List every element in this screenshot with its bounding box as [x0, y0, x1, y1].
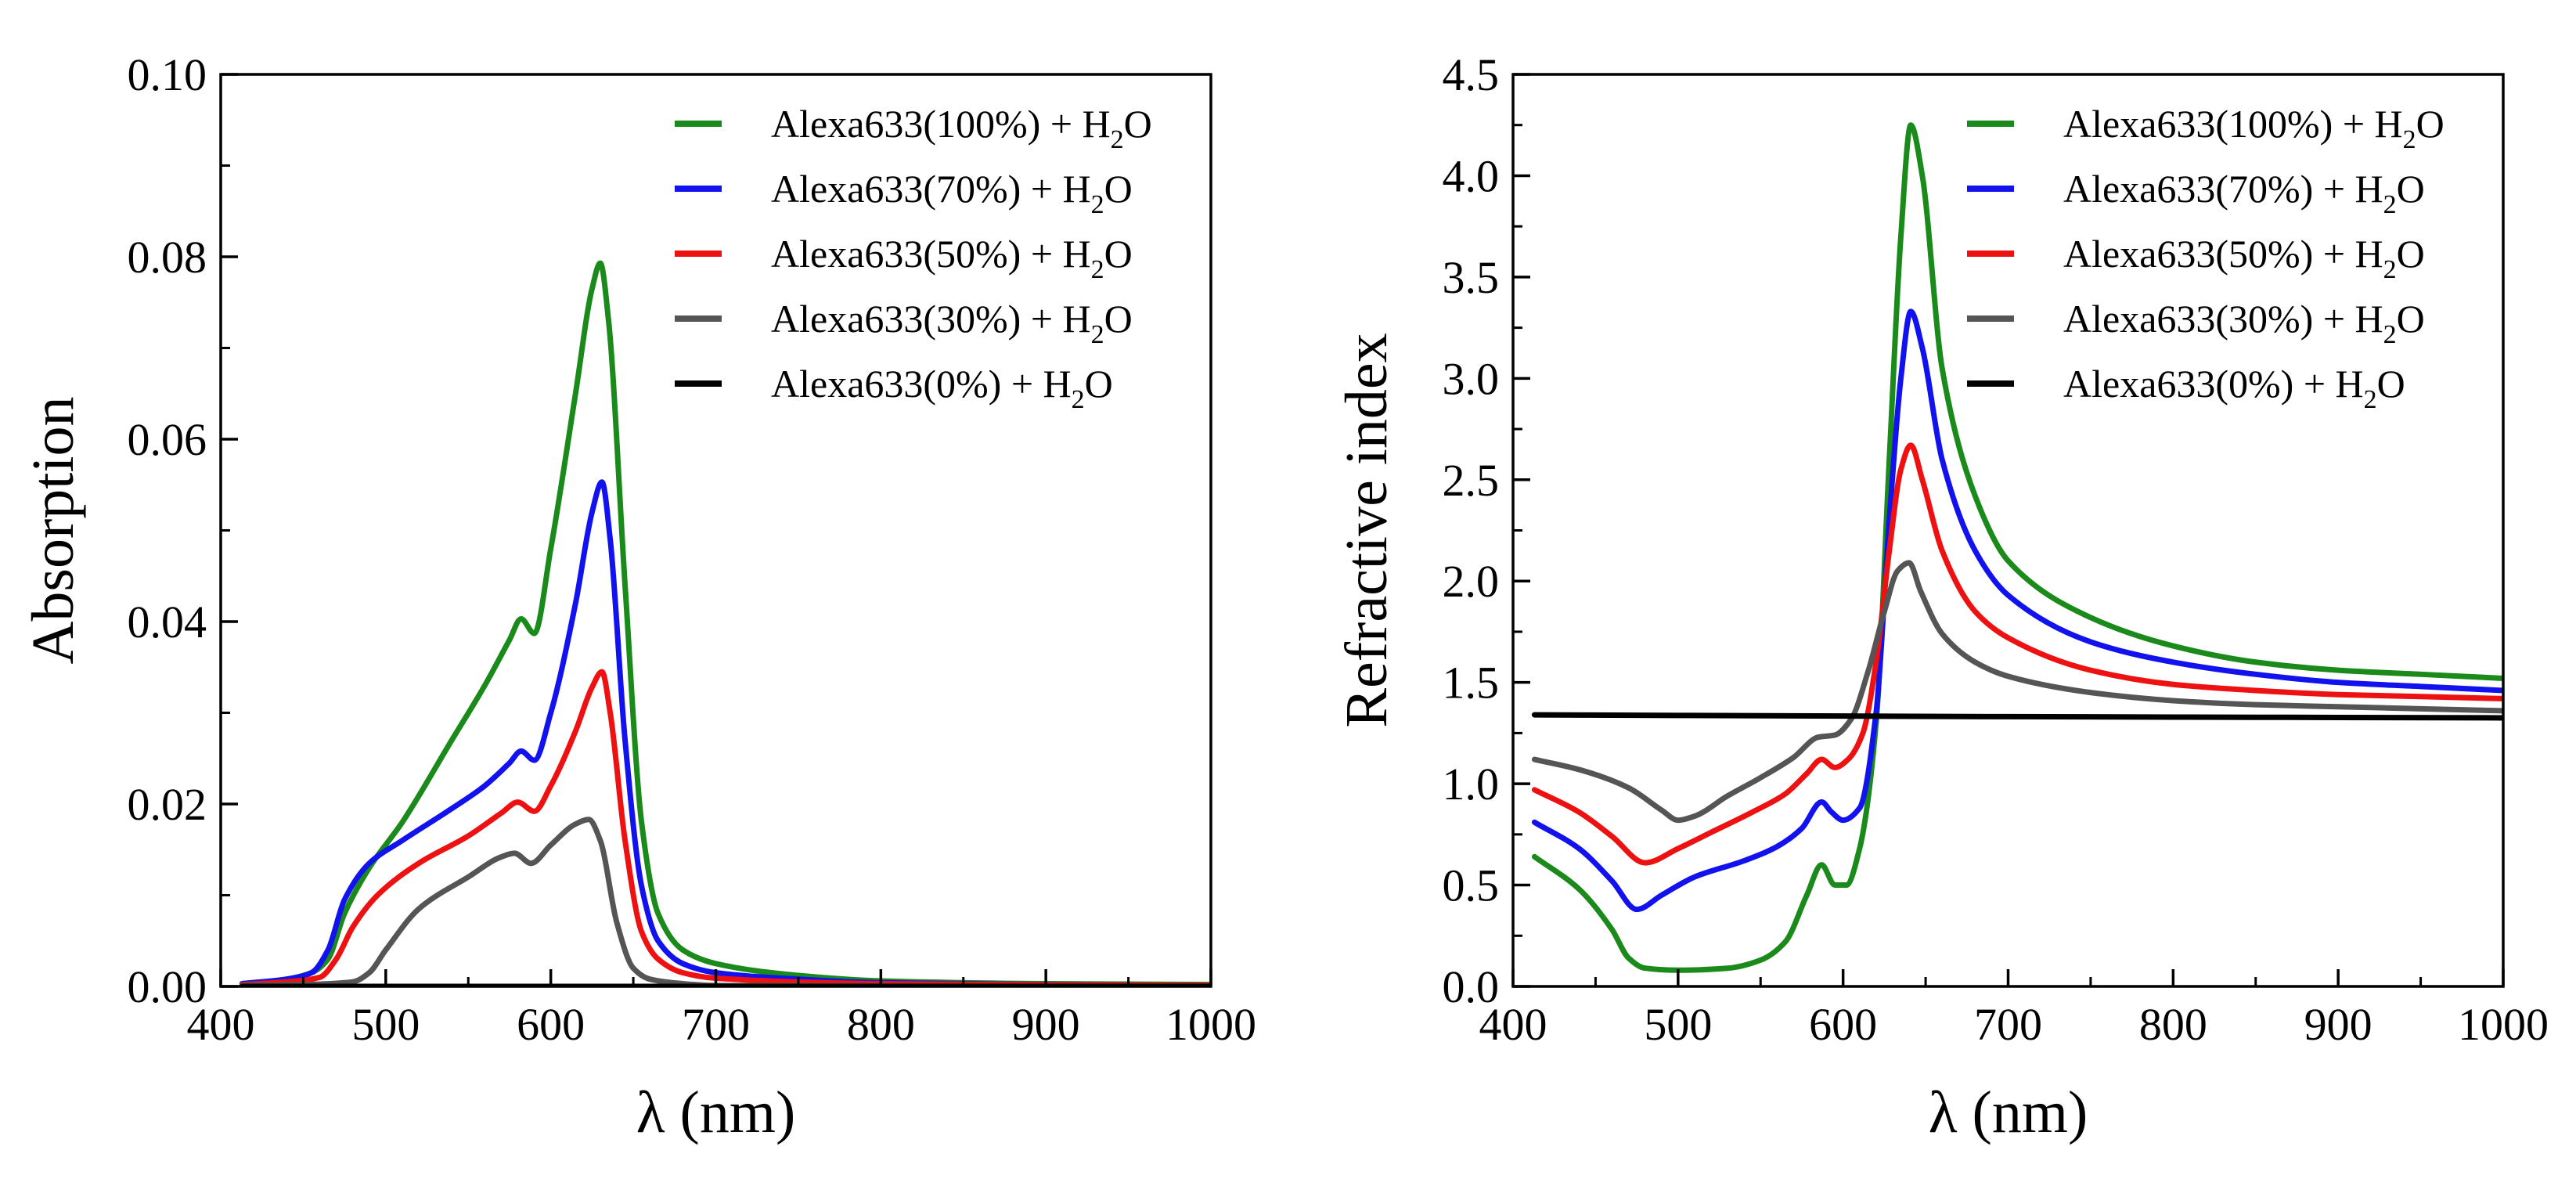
x-tick-label: 800 — [847, 999, 915, 1050]
series-line-1 — [1531, 308, 2503, 913]
x-tick-label: 800 — [2139, 999, 2207, 1050]
series-line-2 — [239, 669, 1211, 986]
legend-label-1: Alexa633(70%) + H2O — [771, 167, 1133, 219]
absorption-panel: 400 500 600 700 800 900 1000 0.00 0.02 0.04 0.06 0.… — [20, 49, 1256, 1145]
legend-label-4: Alexa633(0%) + H2O — [771, 362, 1113, 414]
x-tick-label: 400 — [1479, 999, 1547, 1050]
series-line-3 — [1531, 560, 2503, 824]
y-tick-label: 0.08 — [128, 232, 207, 283]
x-tick-label: 600 — [517, 999, 585, 1050]
series-line-2 — [1531, 442, 2503, 866]
legend-label-0: Alexa633(100%) + H2O — [771, 102, 1152, 154]
y-axis-title: Refractive index — [1334, 333, 1400, 727]
series-line-1 — [239, 479, 1211, 986]
legend-label-3: Alexa633(30%) + H2O — [771, 297, 1133, 349]
legend-label-1: Alexa633(70%) + H2O — [2063, 167, 2425, 219]
y-tick-label: 4.5 — [1443, 49, 1500, 100]
legend-label-2: Alexa633(50%) + H2O — [771, 232, 1133, 284]
y-axis-title: Absorption — [20, 397, 86, 665]
y-tick-label: 3.0 — [1443, 353, 1500, 404]
y-tick-label: 0.5 — [1443, 860, 1500, 911]
x-axis-title: λ (nm) — [636, 1080, 796, 1145]
x-tick-label: 900 — [2304, 999, 2372, 1050]
y-tick-label: 2.5 — [1443, 455, 1500, 506]
series-lines — [1531, 122, 2503, 973]
y-tick-label: 3.5 — [1443, 252, 1500, 303]
legend-label-3: Alexa633(30%) + H2O — [2063, 297, 2425, 349]
y-tick-label: 1.0 — [1443, 759, 1500, 809]
series-line-4 — [1531, 712, 2503, 721]
x-tick-label: 700 — [682, 999, 750, 1050]
y-tick-label: 0.06 — [128, 414, 207, 465]
legend-label-0: Alexa633(100%) + H2O — [2063, 102, 2444, 154]
x-tick-label: 400 — [187, 999, 255, 1050]
x-axis-title: λ (nm) — [1929, 1080, 2088, 1145]
y-tick-label: 0.02 — [128, 779, 207, 830]
legend-label-4: Alexa633(0%) + H2O — [2063, 362, 2405, 414]
legend-label-2: Alexa633(50%) + H2O — [2063, 232, 2425, 284]
x-tick-label: 1000 — [2458, 999, 2549, 1050]
x-tick-label: 500 — [1644, 999, 1712, 1050]
x-tick-label: 900 — [1012, 999, 1080, 1050]
y-tick-label: 0.0 — [1443, 961, 1500, 1012]
y-tick-label: 0.00 — [128, 961, 207, 1012]
x-tick-label: 1000 — [1166, 999, 1256, 1050]
refractive-index-panel: 400 500 600 700 800 900 1000 0.0 0.5 1.0 1.5 2.0 2.5… — [1334, 49, 2549, 1145]
y-tick-label: 4.0 — [1443, 150, 1500, 201]
y-tick-label: 2.0 — [1443, 556, 1500, 607]
series-line-0 — [1531, 122, 2503, 973]
y-tick-label: 1.5 — [1443, 658, 1500, 708]
y-tick-label: 0.10 — [128, 49, 207, 100]
x-tick-label: 700 — [1974, 999, 2042, 1050]
x-tick-label: 500 — [351, 999, 420, 1050]
legend: Alexa633(100%) + H2O Alexa633(70%) + H2O A… — [1967, 102, 2444, 414]
legend: Alexa633(100%) + H2O Alexa633(70%) + H2O A… — [675, 102, 1152, 414]
y-tick-label: 0.04 — [128, 597, 207, 647]
series-lines — [239, 260, 1211, 986]
x-tick-label: 600 — [1809, 999, 1877, 1050]
